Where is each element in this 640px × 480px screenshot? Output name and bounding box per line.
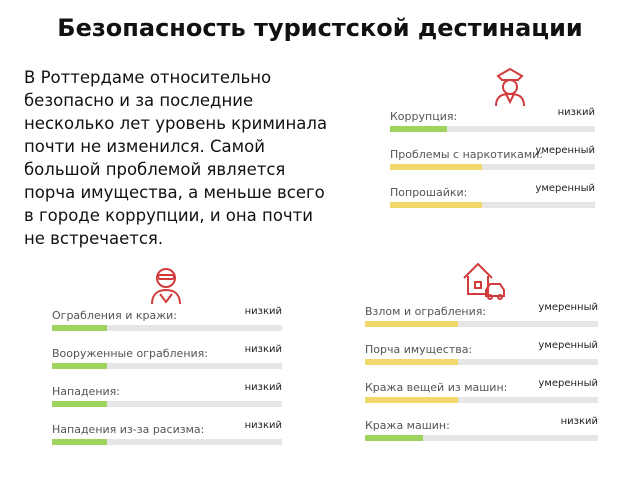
bar-fill — [52, 439, 107, 445]
description: В Роттердаме относительно безопасно и за… — [24, 66, 327, 250]
bar-fill — [52, 401, 107, 407]
description-line: порча имущества, а меньше всего — [24, 183, 325, 202]
item-level: низкий — [244, 344, 282, 355]
description-line: безопасно и за последние — [24, 91, 254, 110]
item-level: низкий — [560, 416, 598, 427]
bar-track — [365, 321, 598, 327]
panel: Коррупция: низкий Проблемы с наркотиками:… — [390, 107, 595, 224]
bar-track — [52, 325, 282, 331]
row: Нападения из-за расизма: низкий — [52, 420, 282, 461]
bar-track — [52, 401, 282, 407]
bar-track — [365, 359, 598, 365]
bar-fill — [390, 164, 482, 170]
item-level: умеренный — [538, 302, 598, 313]
row: Порча имущества: умеренный — [365, 340, 598, 381]
item-level: умеренный — [538, 340, 598, 351]
house-car-icon — [463, 262, 505, 300]
bar-fill — [390, 126, 447, 132]
row: Вооруженные ограбления: низкий — [52, 344, 282, 385]
row: Ограбления и кражи: низкий — [52, 306, 282, 347]
item-level: низкий — [557, 107, 595, 118]
item-label: Порча имущества: — [365, 343, 473, 356]
item-label: Нападения из-за расизма: — [52, 423, 205, 436]
item-label: Кража машин: — [365, 419, 450, 432]
row: Проблемы с наркотиками: умеренный — [390, 145, 595, 186]
bar-track — [365, 397, 598, 403]
bar-fill — [52, 325, 107, 331]
row: Попрошайки: умеренный — [390, 183, 595, 224]
item-label: Нападения: — [52, 385, 120, 398]
bar-fill — [365, 359, 458, 365]
bar-track — [365, 435, 598, 441]
description-line: В Роттердаме относительно — [24, 68, 272, 87]
row: Коррупция: низкий — [390, 107, 595, 148]
robber-icon — [151, 268, 181, 305]
page-title: Безопасность туристской дестинации — [57, 14, 583, 42]
bar-track — [52, 439, 282, 445]
item-label: Проблемы с наркотиками: — [390, 148, 543, 161]
item-level: умеренный — [538, 378, 598, 389]
panel: Взлом и ограбления: умеренный Порча имуще… — [365, 302, 598, 457]
bar-fill — [52, 363, 107, 369]
description-line: большой проблемой является — [24, 160, 286, 179]
item-level: низкий — [244, 420, 282, 431]
item-level: умеренный — [535, 183, 595, 194]
item-label: Взлом и ограбления: — [365, 305, 487, 318]
item-label: Ограбления и кражи: — [52, 309, 177, 322]
item-level: низкий — [244, 306, 282, 317]
bar-fill — [365, 435, 423, 441]
row: Кража машин: низкий — [365, 416, 598, 457]
description-line: почти не изменился. Самой — [24, 137, 265, 156]
item-label: Вооруженные ограбления: — [52, 347, 208, 360]
bar-track — [390, 164, 595, 170]
panel: Ограбления и кражи: низкий Вооруженные ог… — [52, 306, 282, 461]
description-line: несколько лет уровень криминала — [24, 114, 328, 133]
bar-track — [390, 202, 595, 208]
item-label: Кража вещей из машин: — [365, 381, 508, 394]
description-line: не встречается. — [24, 229, 164, 248]
item-level: низкий — [244, 382, 282, 393]
description-line: в городе коррупции, и она почти — [24, 206, 314, 225]
item-label: Попрошайки: — [390, 186, 468, 199]
row: Кража вещей из машин: умеренный — [365, 378, 598, 419]
row: Нападения: низкий — [52, 382, 282, 423]
item-label: Коррупция: — [390, 110, 458, 123]
bar-track — [52, 363, 282, 369]
police-icon — [495, 67, 525, 107]
bar-fill — [365, 321, 458, 327]
bar-fill — [390, 202, 482, 208]
bar-fill — [365, 397, 458, 403]
item-level: умеренный — [535, 145, 595, 156]
bar-track — [390, 126, 595, 132]
row: Взлом и ограбления: умеренный — [365, 302, 598, 343]
